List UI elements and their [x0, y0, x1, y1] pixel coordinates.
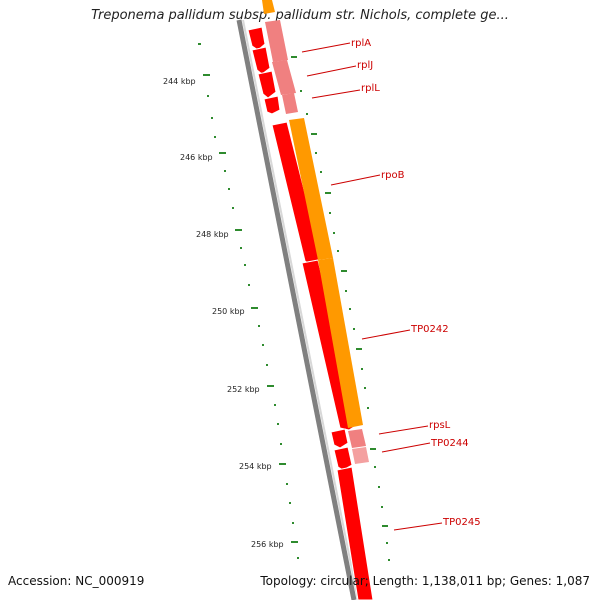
gene-small[interactable]: [263, 95, 281, 115]
gene-label-rpoB[interactable]: rpoB: [381, 170, 405, 181]
backbone-highlight: [242, 19, 359, 600]
gene-label-rplJ[interactable]: rplJ: [357, 60, 373, 71]
gene-TP0244[interactable]: [333, 446, 353, 471]
gene-rplA[interactable]: [247, 26, 266, 51]
feature-top-orange[interactable]: [262, 0, 275, 14]
tick-label: 246 kbp: [180, 153, 213, 162]
tick-label: 250 kbp: [212, 307, 245, 316]
gene-label-TP0242[interactable]: TP0242: [410, 324, 449, 335]
tick-label: 256 kbp: [251, 540, 284, 549]
genome-stats-text: Topology: circular; Length: 1,138,011 bp…: [260, 574, 590, 588]
gene-label-rpsL[interactable]: rpsL: [429, 420, 451, 431]
tick-label: 252 kbp: [227, 385, 260, 394]
tick-label: 244 kbp: [163, 77, 196, 86]
gene-rpsL[interactable]: [330, 428, 349, 449]
tick-scale: [198, 43, 390, 561]
feature-rplJ-light[interactable]: [272, 60, 296, 95]
gene-label-TP0244[interactable]: TP0244: [430, 438, 469, 449]
feature-rplL-light[interactable]: [282, 93, 298, 114]
feature-rpoB-orange[interactable]: [289, 118, 333, 260]
map-title: Treponema pallidum subsp. pallidum str. …: [91, 8, 509, 23]
tick-label: 248 kbp: [196, 230, 229, 239]
genome-backbone: [236, 19, 357, 600]
gene-label-rplL[interactable]: rplL: [361, 83, 380, 94]
gene-rplJ[interactable]: [251, 46, 271, 75]
feature-TP0244-light[interactable]: [352, 447, 369, 464]
feature-TP0242-orange[interactable]: [318, 258, 363, 428]
gene-label-TP0245[interactable]: TP0245: [442, 517, 481, 528]
feature-rplA-light[interactable]: [265, 20, 288, 62]
gene-TP0245[interactable]: [336, 466, 374, 600]
feature-rpsL-light[interactable]: [348, 429, 366, 448]
gene-rplL[interactable]: [257, 70, 277, 99]
accession-text: Accession: NC_000919: [8, 574, 145, 588]
tick-label: 254 kbp: [239, 462, 272, 471]
gene-label-rplA[interactable]: rplA: [351, 38, 371, 49]
label-leaders: [301, 42, 443, 531]
